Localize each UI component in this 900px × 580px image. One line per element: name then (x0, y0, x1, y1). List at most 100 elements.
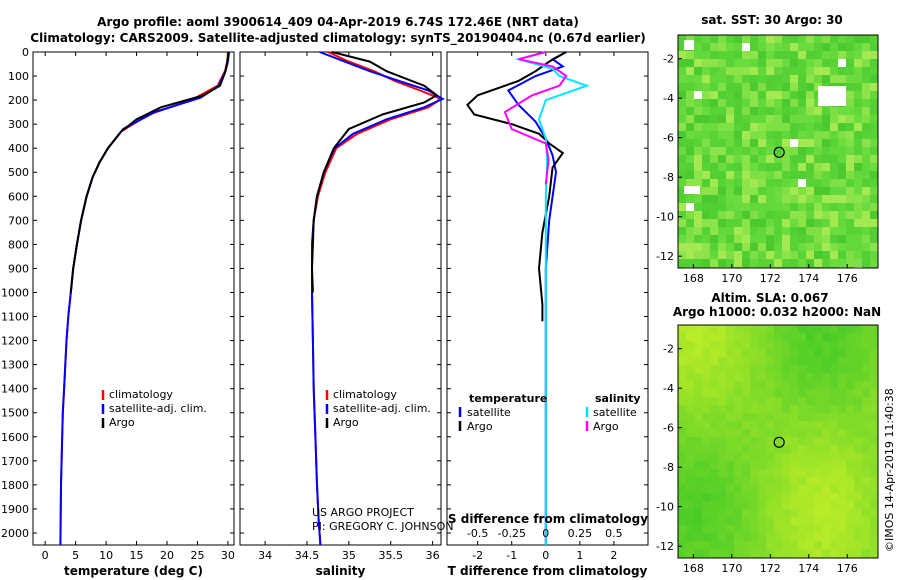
map-cell (702, 453, 710, 461)
map-cell (678, 469, 686, 477)
map-cell (742, 549, 750, 557)
map-cell (742, 179, 750, 187)
map-cell (686, 91, 694, 99)
map-cell (686, 477, 694, 485)
map-cell (702, 517, 710, 525)
map-cell (694, 227, 702, 235)
map-cell (814, 429, 822, 437)
map-cell (694, 67, 702, 75)
map-cell (854, 349, 862, 357)
map-cell (718, 421, 726, 429)
map-cell (862, 171, 870, 179)
map-cell (758, 147, 766, 155)
map-cell (750, 429, 758, 437)
map-cell (838, 43, 846, 51)
map-cell (814, 341, 822, 349)
map-cell (798, 107, 806, 115)
map-cell (758, 99, 766, 107)
map-cell (702, 147, 710, 155)
map-cell (798, 533, 806, 541)
map-cell (742, 139, 750, 147)
map-cell (758, 341, 766, 349)
map-cell (742, 501, 750, 509)
map-cell (822, 349, 830, 357)
map-cell (718, 341, 726, 349)
map-cell (846, 397, 854, 405)
map-cell (814, 517, 822, 525)
map-cell (774, 43, 782, 51)
map-cell (782, 477, 790, 485)
map-cell (686, 373, 694, 381)
map-cell (782, 389, 790, 397)
map-cell (710, 123, 718, 131)
map-cell (862, 139, 870, 147)
map-cell (854, 453, 862, 461)
map-cell (718, 171, 726, 179)
map-cell (806, 325, 814, 333)
map-cell (782, 357, 790, 365)
map-cell (710, 131, 718, 139)
map-cell (758, 397, 766, 405)
map-cell (718, 333, 726, 341)
map-cell (742, 147, 750, 155)
map-cell (734, 373, 742, 381)
map-cell (678, 533, 686, 541)
map-cell (822, 453, 830, 461)
x-tick-label: 0 (542, 549, 549, 562)
map-cell (798, 485, 806, 493)
map-cell (806, 219, 814, 227)
map-cell (750, 75, 758, 83)
map-cell (846, 389, 854, 397)
map-cell (734, 461, 742, 469)
map-y-tick-label: -2 (663, 343, 674, 356)
map-cell (766, 203, 774, 211)
map-cell (750, 35, 758, 43)
map-cell (806, 365, 814, 373)
map-cell (854, 501, 862, 509)
map-cell (846, 219, 854, 227)
map-cell (838, 493, 846, 501)
map-cell (854, 115, 862, 123)
map-cell (870, 397, 878, 405)
map-cell (758, 203, 766, 211)
map-cell (726, 259, 734, 267)
map-cell (678, 445, 686, 453)
map-cell (726, 549, 734, 557)
map-cell (790, 235, 798, 243)
map-cell (742, 211, 750, 219)
map-cell (774, 325, 782, 333)
map-cell (710, 349, 718, 357)
map-cell (806, 83, 814, 91)
map-cell (774, 243, 782, 251)
map-cell (830, 445, 838, 453)
map-cell (806, 549, 814, 557)
map-cell (830, 477, 838, 485)
map-cell (774, 59, 782, 67)
map-cell (838, 195, 846, 203)
map-cell (710, 517, 718, 525)
map-cell (766, 83, 774, 91)
map-cell (686, 75, 694, 83)
map-cell (726, 179, 734, 187)
map-cell (790, 429, 798, 437)
map-cell (726, 115, 734, 123)
map-cell (806, 259, 814, 267)
map-cell (718, 211, 726, 219)
map-cell (686, 509, 694, 517)
map-cell (766, 99, 774, 107)
map-cell (726, 397, 734, 405)
map-cell (742, 453, 750, 461)
map-cell (862, 91, 870, 99)
map-cell (830, 59, 838, 67)
map-cell (838, 437, 846, 445)
x-axis-label: salinity (316, 564, 366, 578)
map-cell (742, 365, 750, 373)
map-cell (862, 259, 870, 267)
map-cell (870, 413, 878, 421)
map-cell (846, 179, 854, 187)
map-cell (694, 171, 702, 179)
map-cell (710, 75, 718, 83)
map-cell (814, 75, 822, 83)
map-cell (846, 341, 854, 349)
map-cell (694, 469, 702, 477)
